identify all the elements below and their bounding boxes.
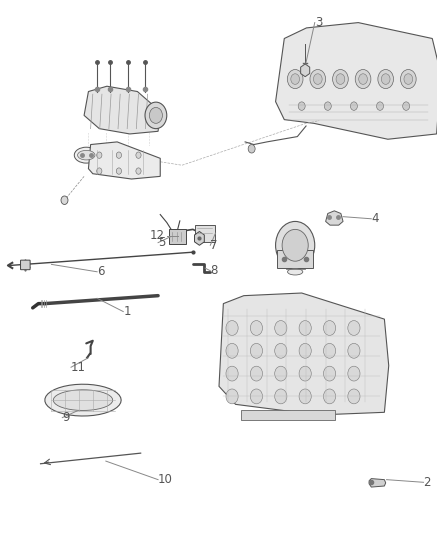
Circle shape	[355, 69, 371, 88]
Ellipse shape	[78, 150, 95, 160]
FancyBboxPatch shape	[194, 224, 215, 241]
Polygon shape	[369, 479, 386, 487]
Text: 9: 9	[62, 411, 70, 424]
Circle shape	[403, 102, 410, 110]
Text: 2: 2	[424, 476, 431, 489]
Polygon shape	[194, 231, 204, 245]
Circle shape	[336, 74, 345, 84]
Circle shape	[275, 389, 287, 404]
Text: 4: 4	[371, 212, 379, 225]
Circle shape	[291, 74, 300, 84]
Polygon shape	[45, 384, 121, 416]
Circle shape	[149, 108, 162, 123]
Circle shape	[226, 343, 238, 358]
Circle shape	[287, 69, 303, 88]
Text: 5: 5	[158, 236, 166, 249]
Polygon shape	[300, 64, 310, 77]
Circle shape	[350, 102, 357, 110]
Circle shape	[136, 168, 141, 174]
Circle shape	[348, 389, 360, 404]
Text: 1: 1	[123, 305, 131, 318]
Circle shape	[404, 74, 413, 84]
Circle shape	[377, 102, 384, 110]
Ellipse shape	[288, 269, 303, 275]
Circle shape	[248, 144, 255, 153]
Circle shape	[400, 69, 416, 88]
Polygon shape	[241, 410, 335, 420]
Circle shape	[299, 320, 311, 335]
Text: 12: 12	[149, 229, 164, 242]
Circle shape	[275, 343, 287, 358]
Ellipse shape	[74, 147, 98, 163]
Circle shape	[324, 102, 331, 110]
Circle shape	[251, 389, 262, 404]
Circle shape	[348, 343, 360, 358]
Circle shape	[323, 320, 336, 335]
Circle shape	[323, 389, 336, 404]
Text: 8: 8	[210, 264, 218, 277]
Circle shape	[145, 102, 167, 128]
Circle shape	[299, 343, 311, 358]
Circle shape	[97, 168, 102, 174]
Circle shape	[299, 389, 311, 404]
Circle shape	[323, 343, 336, 358]
Circle shape	[381, 74, 390, 84]
Circle shape	[348, 366, 360, 381]
Polygon shape	[325, 211, 343, 225]
Circle shape	[323, 366, 336, 381]
Circle shape	[332, 69, 348, 88]
Text: 10: 10	[158, 473, 173, 486]
Circle shape	[136, 152, 141, 158]
Circle shape	[116, 152, 121, 158]
Circle shape	[299, 366, 311, 381]
Circle shape	[378, 69, 393, 88]
Circle shape	[226, 366, 238, 381]
Circle shape	[275, 366, 287, 381]
Circle shape	[359, 74, 367, 84]
Polygon shape	[53, 390, 113, 410]
Circle shape	[276, 221, 315, 269]
FancyBboxPatch shape	[277, 249, 314, 268]
Text: 7: 7	[210, 239, 218, 252]
Circle shape	[348, 320, 360, 335]
Circle shape	[97, 152, 102, 158]
Circle shape	[310, 69, 325, 88]
Circle shape	[116, 168, 121, 174]
Circle shape	[226, 320, 238, 335]
Circle shape	[298, 102, 305, 110]
Circle shape	[251, 366, 262, 381]
Circle shape	[251, 320, 262, 335]
Text: 3: 3	[315, 16, 322, 29]
Polygon shape	[88, 142, 160, 179]
Polygon shape	[276, 22, 438, 139]
FancyBboxPatch shape	[170, 229, 186, 244]
Circle shape	[314, 74, 322, 84]
Circle shape	[275, 320, 287, 335]
Circle shape	[61, 196, 68, 205]
Polygon shape	[84, 86, 160, 134]
Text: 6: 6	[97, 265, 105, 278]
FancyBboxPatch shape	[21, 260, 30, 270]
Polygon shape	[219, 293, 389, 415]
Text: 11: 11	[71, 361, 86, 374]
Circle shape	[226, 389, 238, 404]
Circle shape	[251, 343, 262, 358]
Circle shape	[282, 229, 308, 261]
